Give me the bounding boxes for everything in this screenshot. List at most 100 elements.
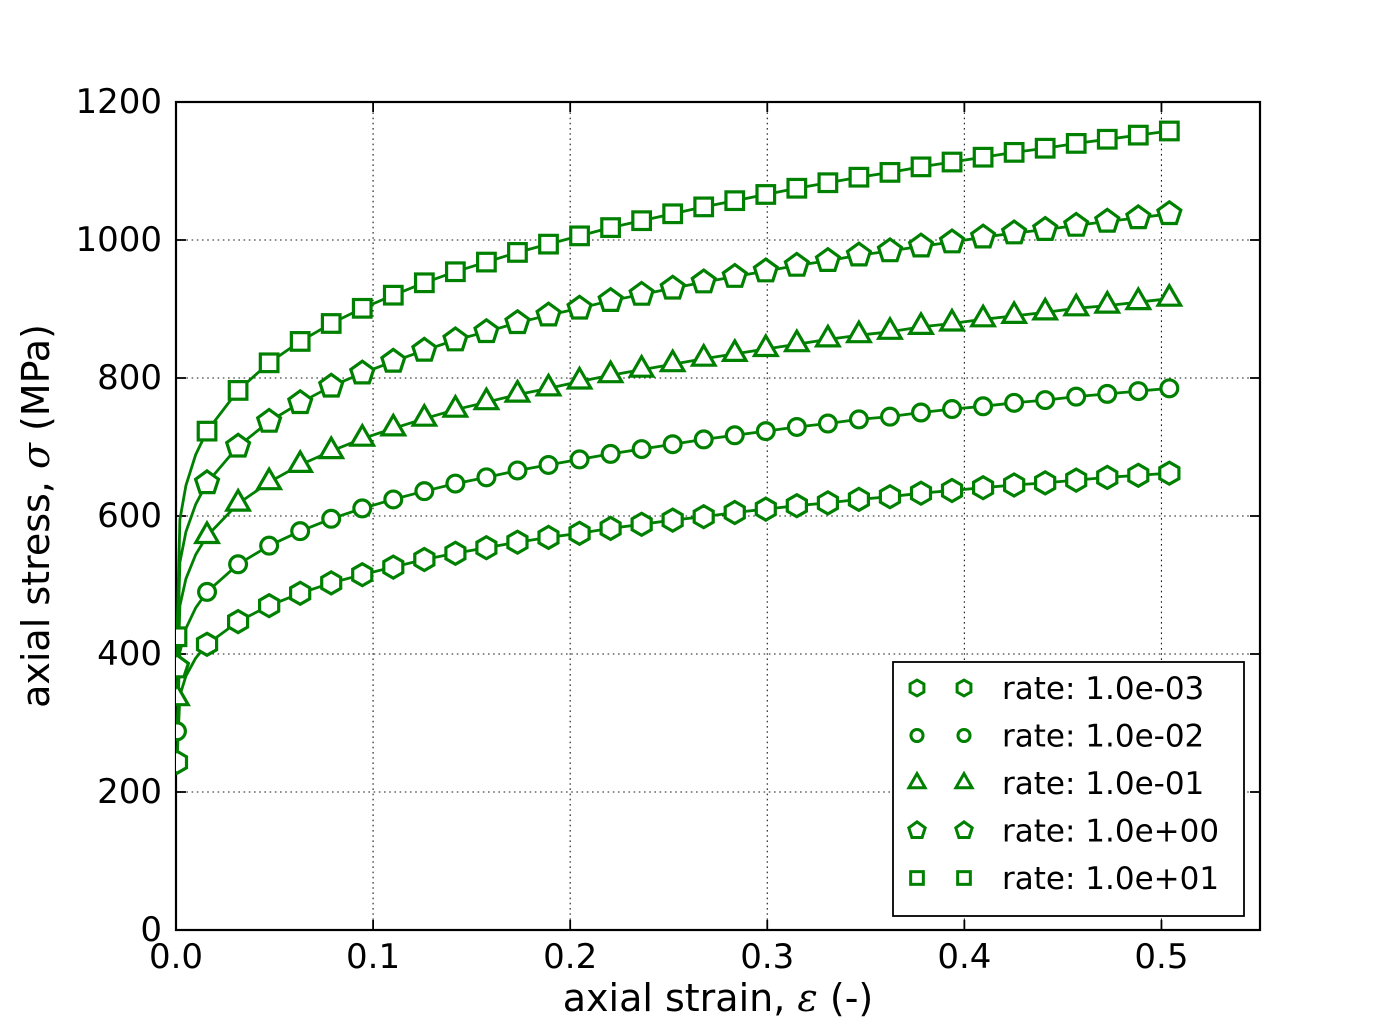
hexagon-marker [955, 678, 973, 698]
y-tick-label: 1000 [75, 220, 162, 260]
triangle-marker [348, 422, 377, 447]
y-tick-label: 800 [97, 358, 162, 398]
triangle-marker [441, 393, 470, 418]
triangle-marker [224, 487, 253, 512]
hexagon-marker [258, 592, 281, 619]
pentagon-marker [1093, 207, 1121, 233]
hexagon-marker [382, 554, 405, 580]
triangle-marker [1093, 289, 1122, 314]
triangle-marker [1124, 285, 1153, 311]
triangle-marker [410, 402, 439, 427]
pentagon-marker [814, 246, 842, 272]
pentagon-marker [286, 388, 314, 415]
hexagon-marker [176, 749, 189, 776]
hexagon-marker [1002, 472, 1026, 498]
hexagon-marker [971, 474, 995, 501]
square-marker [258, 352, 280, 374]
square-marker [320, 313, 342, 334]
pentagon-marker [566, 294, 593, 320]
hexagon-marker [754, 496, 777, 522]
square-marker [1034, 137, 1056, 159]
circle-marker [1097, 383, 1118, 404]
circle-marker [538, 454, 559, 475]
hexagon-marker [351, 561, 374, 588]
triangle-marker [813, 323, 842, 348]
y-tick-label: 0 [140, 910, 162, 950]
triangle-marker [720, 337, 749, 362]
circle-marker [879, 406, 900, 427]
legend: rate: 1.0e-03 rate: 1.0e-02 rate: 1.0e-01 r… [892, 661, 1245, 917]
pentagon-marker [473, 317, 500, 344]
hexagon-marker [909, 480, 933, 507]
pentagon-marker [176, 653, 191, 679]
hexagon-marker [537, 524, 560, 551]
circle-marker [724, 425, 745, 446]
legend-label: rate: 1.0e-02 [1002, 719, 1204, 755]
triangle-marker [689, 342, 718, 367]
square-marker [1127, 124, 1149, 146]
pentagon-marker [954, 820, 974, 839]
circle-marker [176, 721, 187, 742]
triangle-marker [938, 307, 967, 332]
triangle-marker [969, 303, 998, 328]
triangle-marker [875, 315, 904, 340]
square-marker [227, 380, 249, 401]
x-tick-label: 0.5 [1134, 937, 1189, 977]
pentagon-marker [411, 336, 438, 362]
x-tick-label: 0.0 [148, 937, 204, 977]
legend-label: rate: 1.0e+01 [1002, 861, 1219, 897]
square-marker [848, 166, 870, 188]
circle-marker [693, 429, 714, 450]
series-layer [176, 120, 1184, 776]
triangle-marker [317, 434, 346, 460]
pentagon-marker [255, 407, 283, 433]
pentagon-marker [907, 232, 935, 258]
circle-marker [445, 473, 466, 494]
hexagon-marker [568, 520, 591, 547]
pentagon-marker [690, 268, 717, 294]
circle-marker [1159, 378, 1180, 399]
legend-box [892, 661, 1245, 917]
circle-marker [755, 421, 776, 442]
hexagon-marker [475, 534, 498, 561]
circle-marker [817, 413, 838, 434]
triangle-marker [286, 448, 315, 473]
circle-marker [662, 434, 683, 455]
triangle-marker [379, 412, 408, 437]
pentagon-marker [380, 347, 407, 373]
y-tick-label: 200 [97, 772, 162, 812]
triangle-marker [1031, 296, 1060, 321]
pentagon-marker [659, 274, 686, 300]
x-tick-label: 0.3 [740, 937, 795, 977]
triangle-marker [596, 358, 625, 384]
hexagon-marker [1127, 462, 1150, 489]
circle-marker [569, 449, 590, 470]
hexagon-marker [723, 499, 746, 526]
pentagon-marker [1156, 199, 1183, 226]
x-tick-label: 0.1 [346, 937, 401, 977]
pentagon-marker [224, 432, 252, 458]
square-marker [351, 297, 373, 319]
pentagon-marker [907, 820, 927, 839]
hexagon-marker [413, 546, 436, 573]
circle-marker [228, 554, 249, 575]
pentagon-marker [504, 308, 531, 335]
triangle-marker [255, 465, 284, 491]
pentagon-marker [721, 262, 749, 288]
square-marker [196, 420, 218, 442]
circle-marker [600, 443, 621, 464]
square-marker [538, 233, 559, 255]
circle-marker [414, 481, 435, 502]
pentagon-marker [752, 257, 780, 283]
hexagon-marker [940, 477, 964, 504]
triangle-marker [1062, 292, 1091, 317]
square-marker [817, 172, 839, 194]
square-marker [600, 217, 621, 238]
circle-marker [909, 727, 925, 744]
square-marker [1158, 120, 1180, 142]
square-marker [786, 177, 808, 199]
triangle-marker [503, 378, 532, 403]
square-marker [476, 251, 497, 273]
circle-marker [1128, 381, 1149, 402]
